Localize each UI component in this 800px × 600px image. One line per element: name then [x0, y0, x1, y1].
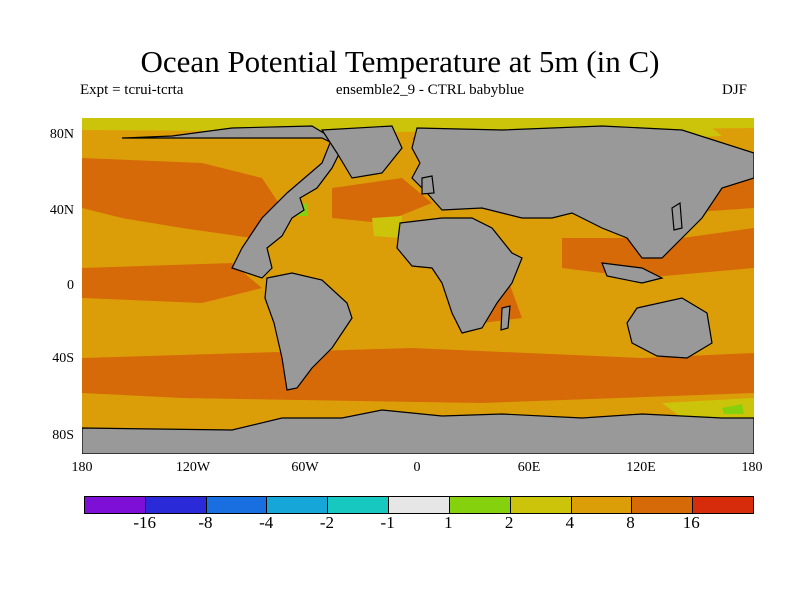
colorbar-swatch	[206, 497, 268, 513]
madagascar	[500, 305, 511, 331]
map-panel	[82, 118, 754, 454]
colorbar-label: 2	[504, 513, 514, 532]
colorbar-swatch	[389, 497, 450, 513]
colorbar-label: 16	[682, 513, 700, 532]
colorbar-label: 8	[626, 513, 635, 532]
colorbar-label: -4	[259, 513, 274, 532]
lon-tick-180w: 180	[71, 460, 93, 475]
antarctica	[82, 409, 754, 454]
lon-tick-0: 0	[413, 460, 421, 475]
colorbar-swatch	[145, 497, 207, 513]
japan	[671, 201, 683, 231]
south-america	[264, 272, 353, 391]
colorbar-label: 4	[565, 513, 575, 532]
lon-tick-60w: 60W	[291, 460, 319, 475]
colorbar-swatch	[449, 497, 511, 513]
lon-tick-120e: 120E	[626, 460, 656, 475]
colorbar-swatch	[85, 497, 146, 513]
colorbar-label: -2	[319, 513, 334, 532]
season-label: DJF	[722, 82, 748, 98]
map-title: Ocean Potential Temperature at 5m (in C)	[140, 44, 660, 79]
indonesia	[601, 262, 664, 284]
experiment-label: Expt = tcrui-tcrta	[80, 82, 184, 98]
lon-tick-120w: 120W	[175, 460, 211, 475]
colorbar-swatch	[693, 497, 753, 513]
lat-tick-80s: 80S	[52, 428, 74, 443]
greenland	[320, 125, 403, 179]
colorbar-swatch	[328, 497, 390, 513]
colorbar-swatch	[571, 497, 633, 513]
colorbar-swatch	[510, 497, 572, 513]
australia	[626, 297, 713, 359]
colorbar-swatch	[267, 497, 329, 513]
ensemble-label: ensemble2_9 - CTRL babyblue	[335, 82, 525, 98]
world-map	[82, 118, 754, 454]
land-masses	[82, 125, 754, 454]
africa	[396, 217, 523, 334]
colorbar-label: -16	[133, 513, 157, 532]
colorbar-label: -1	[380, 513, 395, 532]
lat-tick-80n: 80N	[49, 127, 74, 142]
lat-tick-40n: 40N	[49, 203, 74, 218]
lat-tick-0: 0	[67, 278, 74, 293]
colorbar-label: -8	[198, 513, 213, 532]
north-america	[121, 125, 343, 279]
colorbar	[84, 496, 754, 514]
colorbar-swatch	[632, 497, 694, 513]
lon-tick-60e: 60E	[517, 460, 541, 475]
lon-tick-180e: 180	[741, 460, 763, 475]
lat-tick-40s: 40S	[52, 351, 74, 366]
colorbar-label: 1	[444, 513, 453, 532]
british-isles	[421, 175, 435, 195]
